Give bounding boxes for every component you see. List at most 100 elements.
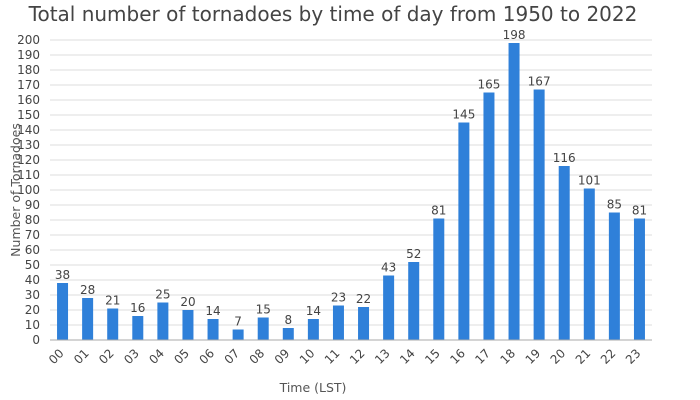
data-label-17: 165 [478,78,501,92]
x-tick-label-17: 17 [472,346,493,367]
bar-20 [558,166,570,340]
x-axis-ticks: 00 01 02 03 04 05 06 07 08 09 10 11 12 13 14 15 16 17 18 19… [46,346,644,367]
x-tick-label-08: 08 [247,346,268,367]
bar-02 [107,308,119,340]
data-label-08: 15 [256,303,271,317]
bar-14 [408,262,420,340]
bar-10 [307,319,319,340]
data-label-16: 145 [452,108,475,122]
x-tick-label-22: 22 [598,346,619,367]
bar-06 [207,319,219,340]
bar-04 [157,302,169,340]
data-label-14: 52 [406,247,421,261]
y-tick-label: 50 [25,258,40,272]
bar-13 [383,275,395,340]
data-label-19: 167 [528,75,551,89]
y-tick-label: 40 [25,273,40,287]
data-label-10: 14 [306,304,321,318]
bar-11 [332,305,344,340]
y-tick-label: 70 [25,228,40,242]
x-tick-label-18: 18 [497,346,518,367]
y-axis-ticks: 0102030405060708090100110120130140150160… [17,33,40,347]
bar-03 [132,316,144,340]
data-label-03: 16 [130,301,145,315]
data-label-15: 81 [431,204,446,218]
x-tick-label-06: 06 [196,346,217,367]
y-tick-label: 20 [25,303,40,317]
data-label-02: 21 [105,294,120,308]
x-tick-label-15: 15 [422,346,443,367]
data-label-00: 38 [55,268,70,282]
x-tick-label-20: 20 [548,346,569,367]
x-tick-label-07: 07 [222,346,243,367]
y-tick-label: 130 [17,138,40,152]
x-tick-label-10: 10 [297,346,318,367]
data-label-06: 14 [205,304,220,318]
data-label-21: 101 [578,174,601,188]
data-label-12: 22 [356,292,371,306]
data-label-01: 28 [80,283,95,297]
bar-23 [633,218,645,340]
y-tick-label: 200 [17,33,40,47]
bars [57,43,645,340]
x-tick-label-13: 13 [372,346,393,367]
bar-09 [282,328,294,340]
x-tick-label-11: 11 [322,346,343,367]
bar-12 [358,307,370,340]
x-tick-label-14: 14 [397,346,418,367]
y-tick-label: 160 [17,93,40,107]
x-tick-label-02: 02 [96,346,117,367]
x-tick-label-05: 05 [171,346,192,367]
x-tick-label-21: 21 [573,346,594,367]
data-label-22: 85 [607,198,622,212]
bar-00 [57,283,69,340]
y-tick-label: 60 [25,243,40,257]
y-tick-label: 180 [17,63,40,77]
bar-05 [182,310,194,340]
data-label-11: 23 [331,291,346,305]
bar-16 [458,122,470,340]
bar-07 [232,329,244,340]
data-label-13: 43 [381,261,396,275]
data-label-09: 8 [284,313,292,327]
data-labels: 38 28 21 16 25 20 14 7 15 8 14 23 22 43 52 81 145 165 198 1… [55,28,647,329]
x-tick-label-12: 12 [347,346,368,367]
x-tick-label-09: 09 [272,346,293,367]
y-tick-label: 100 [17,183,40,197]
x-axis-label: Time (LST) [279,380,347,395]
bar-19 [533,89,545,340]
gridlines [50,39,652,341]
y-tick-label: 10 [25,318,40,332]
bar-22 [608,212,620,340]
x-tick-label-19: 19 [523,346,544,367]
bar-18 [508,43,520,340]
x-tick-label-00: 00 [46,346,67,367]
x-tick-label-16: 16 [447,346,468,367]
data-label-05: 20 [180,295,195,309]
bar-08 [257,317,269,340]
x-tick-label-23: 23 [623,346,644,367]
y-tick-label: 150 [17,108,40,122]
y-axis-label: Number of Tornadoes [8,123,23,257]
data-label-07: 7 [234,315,242,329]
bar-15 [433,218,445,340]
data-label-23: 81 [632,204,647,218]
chart-title: Total number of tornadoes by time of day… [28,2,638,26]
y-tick-label: 30 [25,288,40,302]
bar-21 [583,188,595,340]
bar-17 [483,92,495,340]
bar-01 [82,298,94,340]
y-tick-label: 90 [25,198,40,212]
y-tick-label: 140 [17,123,40,137]
x-tick-label-04: 04 [146,346,167,367]
y-tick-label: 190 [17,48,40,62]
x-tick-label-03: 03 [121,346,142,367]
y-tick-label: 110 [17,168,40,182]
y-tick-label: 170 [17,78,40,92]
y-tick-label: 80 [25,213,40,227]
y-tick-label: 0 [32,333,40,347]
data-label-04: 25 [155,288,170,302]
y-tick-label: 120 [17,153,40,167]
